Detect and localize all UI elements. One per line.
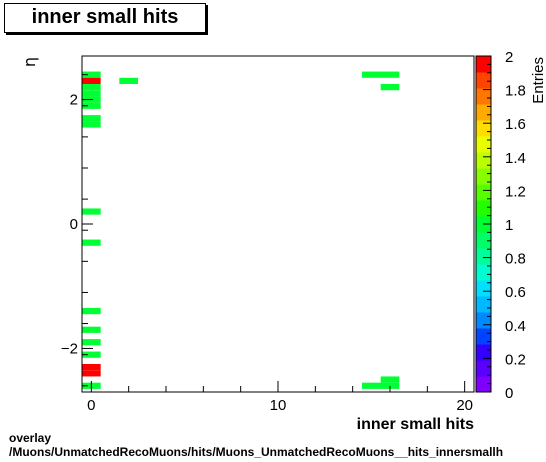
heatmap-cell bbox=[119, 77, 138, 84]
heatmap-cell bbox=[82, 351, 101, 358]
colorbar-tick-label: 1 bbox=[505, 217, 513, 234]
heatmap-cell bbox=[82, 339, 101, 346]
y-axis-title: η bbox=[20, 57, 39, 67]
heatmap-cell bbox=[380, 84, 400, 91]
colorbar-band bbox=[476, 56, 491, 73]
colorbar-tick-label: 0.4 bbox=[505, 318, 526, 335]
footer-line-2: /Muons/UnmatchedRecoMuons/hits/Muons_Unm… bbox=[9, 445, 504, 459]
y-tick-label: −2 bbox=[61, 340, 78, 357]
heatmap-cell bbox=[362, 71, 400, 78]
colorbar-tick-label: 1.8 bbox=[505, 83, 526, 100]
colorbar-tick-label: 1.4 bbox=[505, 150, 526, 167]
x-tick-label: 10 bbox=[270, 397, 287, 414]
heatmap-cell bbox=[82, 102, 101, 109]
x-axis-title: inner small hits bbox=[357, 416, 474, 433]
title-box: inner small hits bbox=[4, 3, 206, 33]
colorbar-band bbox=[476, 184, 491, 201]
colorbar-band bbox=[476, 376, 491, 393]
colorbar-band bbox=[476, 264, 491, 281]
x-tick-label: 20 bbox=[456, 397, 473, 414]
colorbar-title: Entries bbox=[530, 57, 546, 104]
colorbar-band bbox=[476, 296, 491, 313]
colorbar-band bbox=[476, 168, 491, 185]
heatmap-cell bbox=[82, 71, 101, 78]
colorbar-band bbox=[476, 248, 491, 265]
colorbar-band bbox=[476, 360, 491, 377]
heatmap-cell bbox=[82, 121, 101, 128]
colorbar-tick-label: 0 bbox=[505, 385, 513, 402]
colorbar-band bbox=[476, 280, 491, 297]
heatmap-cell bbox=[82, 326, 101, 333]
colorbar-band bbox=[476, 72, 491, 89]
colorbar-band bbox=[476, 120, 491, 137]
colorbar-band bbox=[476, 88, 491, 105]
x-tick-label: 0 bbox=[87, 397, 95, 414]
heatmap-cell bbox=[82, 370, 101, 377]
colorbar-band bbox=[476, 104, 491, 121]
colorbar-band bbox=[476, 328, 491, 345]
colorbar-tick-label: 0.2 bbox=[505, 351, 526, 368]
y-tick-label: 2 bbox=[70, 92, 78, 109]
heatmap-cell bbox=[82, 77, 101, 84]
colorbar-tick-label: 0.6 bbox=[505, 284, 526, 301]
heatmap-cell bbox=[82, 115, 101, 122]
colorbar-tick-label: 2 bbox=[505, 49, 513, 66]
heatmap-cell bbox=[82, 364, 101, 371]
plot-frame bbox=[81, 55, 475, 393]
heatmap-cell bbox=[82, 84, 101, 91]
heatmap-cell bbox=[82, 208, 101, 215]
colorbar-band bbox=[476, 312, 491, 329]
footer-line-1: overlay bbox=[9, 431, 52, 445]
colorbar-tick-label: 1.6 bbox=[505, 116, 526, 133]
colorbar-tick-label: 0.8 bbox=[505, 251, 526, 268]
heatmap-cell bbox=[82, 239, 101, 246]
heatmap-cell bbox=[82, 90, 101, 97]
colorbar-band bbox=[476, 136, 491, 153]
heatmap-cell bbox=[82, 308, 101, 315]
plot-title: inner small hits bbox=[31, 6, 179, 28]
colorbar-band bbox=[476, 152, 491, 169]
y-tick-label: 0 bbox=[70, 216, 78, 233]
colorbar-band bbox=[476, 232, 491, 249]
colorbar-band bbox=[476, 344, 491, 361]
heatmap-cell bbox=[380, 376, 400, 383]
colorbar-band bbox=[476, 200, 491, 217]
heatmap-cell bbox=[362, 382, 400, 389]
colorbar-tick-label: 1.2 bbox=[505, 183, 526, 200]
